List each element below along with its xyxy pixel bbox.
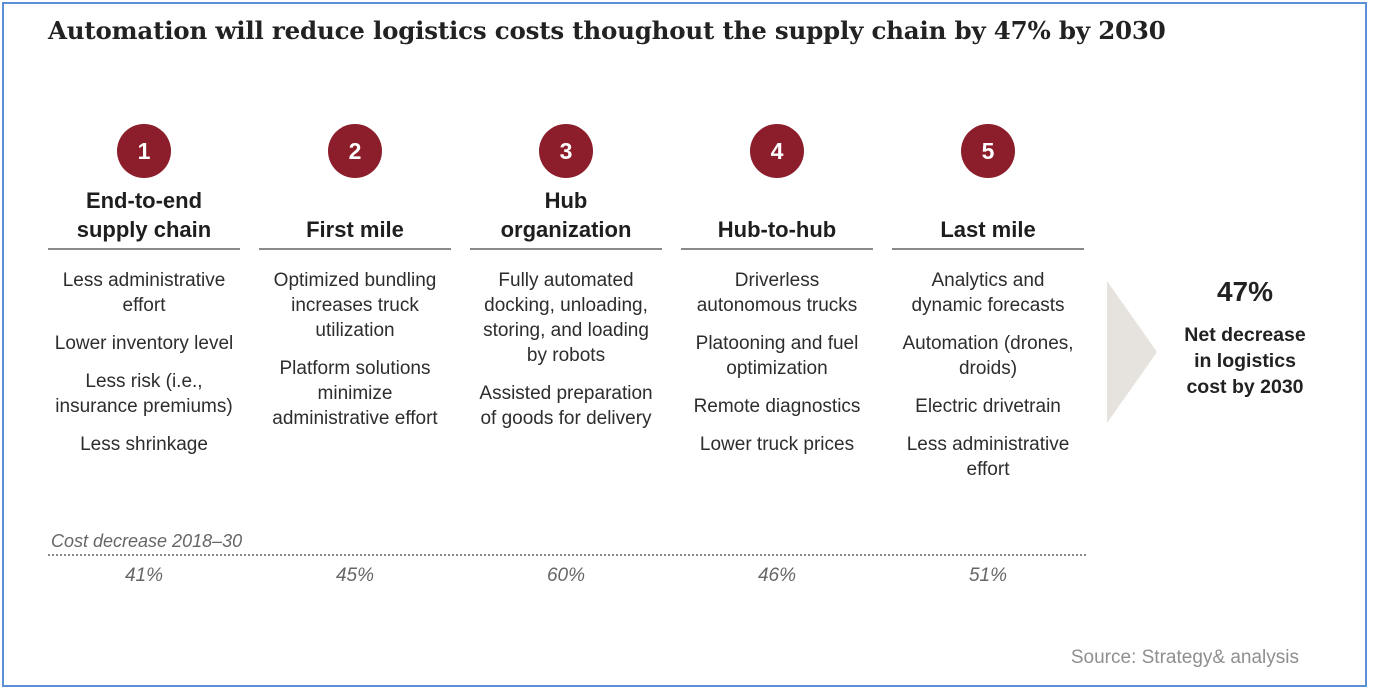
stage-heading-line: organization xyxy=(500,217,632,242)
stage-heading-line: supply chain xyxy=(76,217,212,242)
stage-item: Optimized bundling increases truck utili… xyxy=(273,270,437,341)
stage-number-badge: 5 xyxy=(961,124,1015,178)
stage-item: Lower inventory level xyxy=(54,333,234,354)
source-note: Source: Strategy& analysis xyxy=(1070,647,1299,668)
stage-item: Driverless autonomous trucks xyxy=(696,270,858,316)
stage-item: Platooning and fuel optimization xyxy=(695,333,859,379)
stage-heading: Last mile xyxy=(892,186,1084,250)
stage-heading-line: End-to-end xyxy=(85,188,203,213)
stage-number-badge: 4 xyxy=(750,124,804,178)
figure-title: Automation will reduce logistics costs t… xyxy=(48,16,1166,45)
stage-heading-line: Hub-to-hub xyxy=(717,217,837,242)
stage-item: Less shrinkage xyxy=(80,434,208,455)
dotted-divider xyxy=(48,554,1086,556)
total-decrease-label: Net decrease in logistics cost by 2030 xyxy=(1164,322,1326,400)
cost-decrease-label: Cost decrease 2018–30 xyxy=(51,531,243,551)
stage-item: Platform solutions minimize administrati… xyxy=(272,358,438,429)
stage-item: Assisted preparation of goods for delive… xyxy=(479,383,653,429)
total-label-line: in logistics xyxy=(1194,350,1296,372)
chevron-arrow-icon xyxy=(1107,281,1157,423)
stage-heading: Hub-to-hub xyxy=(681,186,873,250)
stage-items: Fully automated docking, unloading, stor… xyxy=(470,268,662,431)
stage-item: Lower truck prices xyxy=(699,434,855,455)
stage-first-mile: 2 First mile Optimized bundling increase… xyxy=(259,124,451,444)
stage-item: Less risk (i.e., insurance premiums) xyxy=(55,371,233,417)
stage-heading-line: Hub xyxy=(544,188,588,213)
stage-number-badge: 2 xyxy=(328,124,382,178)
total-label-line: Net decrease xyxy=(1184,324,1306,346)
stage-item: Analytics and dynamic forecasts xyxy=(911,270,1065,316)
stage-end-to-end: 1 End-to-end supply chain Less administr… xyxy=(48,124,240,470)
stage-number-badge: 1 xyxy=(117,124,171,178)
cost-decrease-value: 60% xyxy=(546,565,586,586)
stage-items: Less administrative effort Lower invento… xyxy=(48,268,240,457)
stage-heading: First mile xyxy=(259,186,451,250)
stage-last-mile: 5 Last mile Analytics and dynamic foreca… xyxy=(892,124,1084,495)
cost-decrease-value: 45% xyxy=(335,565,375,586)
stage-hub-to-hub: 4 Hub-to-hub Driverless autonomous truck… xyxy=(681,124,873,470)
stage-items: Driverless autonomous trucks Platooning … xyxy=(681,268,873,457)
stage-items: Optimized bundling increases truck utili… xyxy=(259,268,451,431)
stage-item: Fully automated docking, unloading, stor… xyxy=(483,270,649,366)
total-label-line: cost by 2030 xyxy=(1186,376,1304,398)
stage-heading-line: First mile xyxy=(306,217,404,242)
stage-heading-line: Last mile xyxy=(940,217,1036,242)
stage-items: Analytics and dynamic forecasts Automati… xyxy=(892,268,1084,482)
cost-decrease-value: 41% xyxy=(124,565,164,586)
total-decrease-value: 47% xyxy=(1216,276,1274,307)
stage-heading: Hub organization xyxy=(470,186,662,250)
stage-heading: End-to-end supply chain xyxy=(48,186,240,250)
stage-number-badge: 3 xyxy=(539,124,593,178)
cost-decrease-value: 51% xyxy=(968,565,1008,586)
stage-hub-organization: 3 Hub organization Fully automated docki… xyxy=(470,124,662,444)
stage-item: Electric drivetrain xyxy=(915,396,1061,417)
stage-item: Less administrative effort xyxy=(62,270,226,316)
stage-item: Automation (drones, droids) xyxy=(902,333,1074,379)
stage-item: Less administrative effort xyxy=(906,434,1070,480)
cost-decrease-value: 46% xyxy=(757,565,797,586)
stage-item: Remote diagnostics xyxy=(693,396,861,417)
